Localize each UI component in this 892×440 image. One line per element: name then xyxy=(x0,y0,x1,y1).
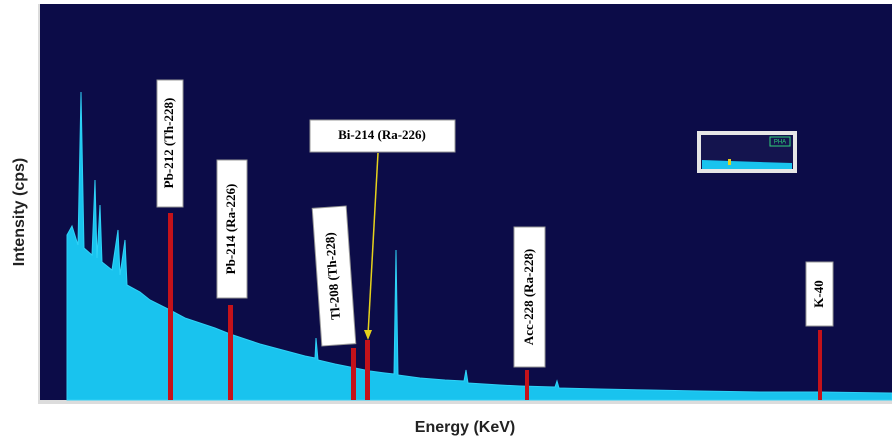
peak-label: Pb-214 (Ra-226) xyxy=(223,184,238,275)
peak-line xyxy=(525,370,529,400)
peak-label: Bi-214 (Ra-226) xyxy=(338,127,426,142)
peak-line xyxy=(365,340,370,400)
peak-line xyxy=(168,213,173,400)
peak-line xyxy=(818,330,822,400)
y-axis-label: Intensity (cps) xyxy=(11,158,28,266)
inset-marker xyxy=(728,159,731,165)
peak-label: Pb-212 (Th-228) xyxy=(161,98,176,189)
spectrum-view: Pb-212 (Th-228) Pb-214 (Ra-226) Tl-208 (… xyxy=(0,0,892,440)
peak-label: K-40 xyxy=(811,280,826,307)
peak-line xyxy=(351,348,356,400)
screenshot: Pb-212 (Th-228) Pb-214 (Ra-226) Tl-208 (… xyxy=(0,0,892,440)
inset-label: PHA xyxy=(774,140,786,146)
peak-label: Acc-228 (Ra-228) xyxy=(521,249,536,345)
x-axis-label: Energy (KeV) xyxy=(415,419,515,436)
peak-line xyxy=(228,305,233,400)
